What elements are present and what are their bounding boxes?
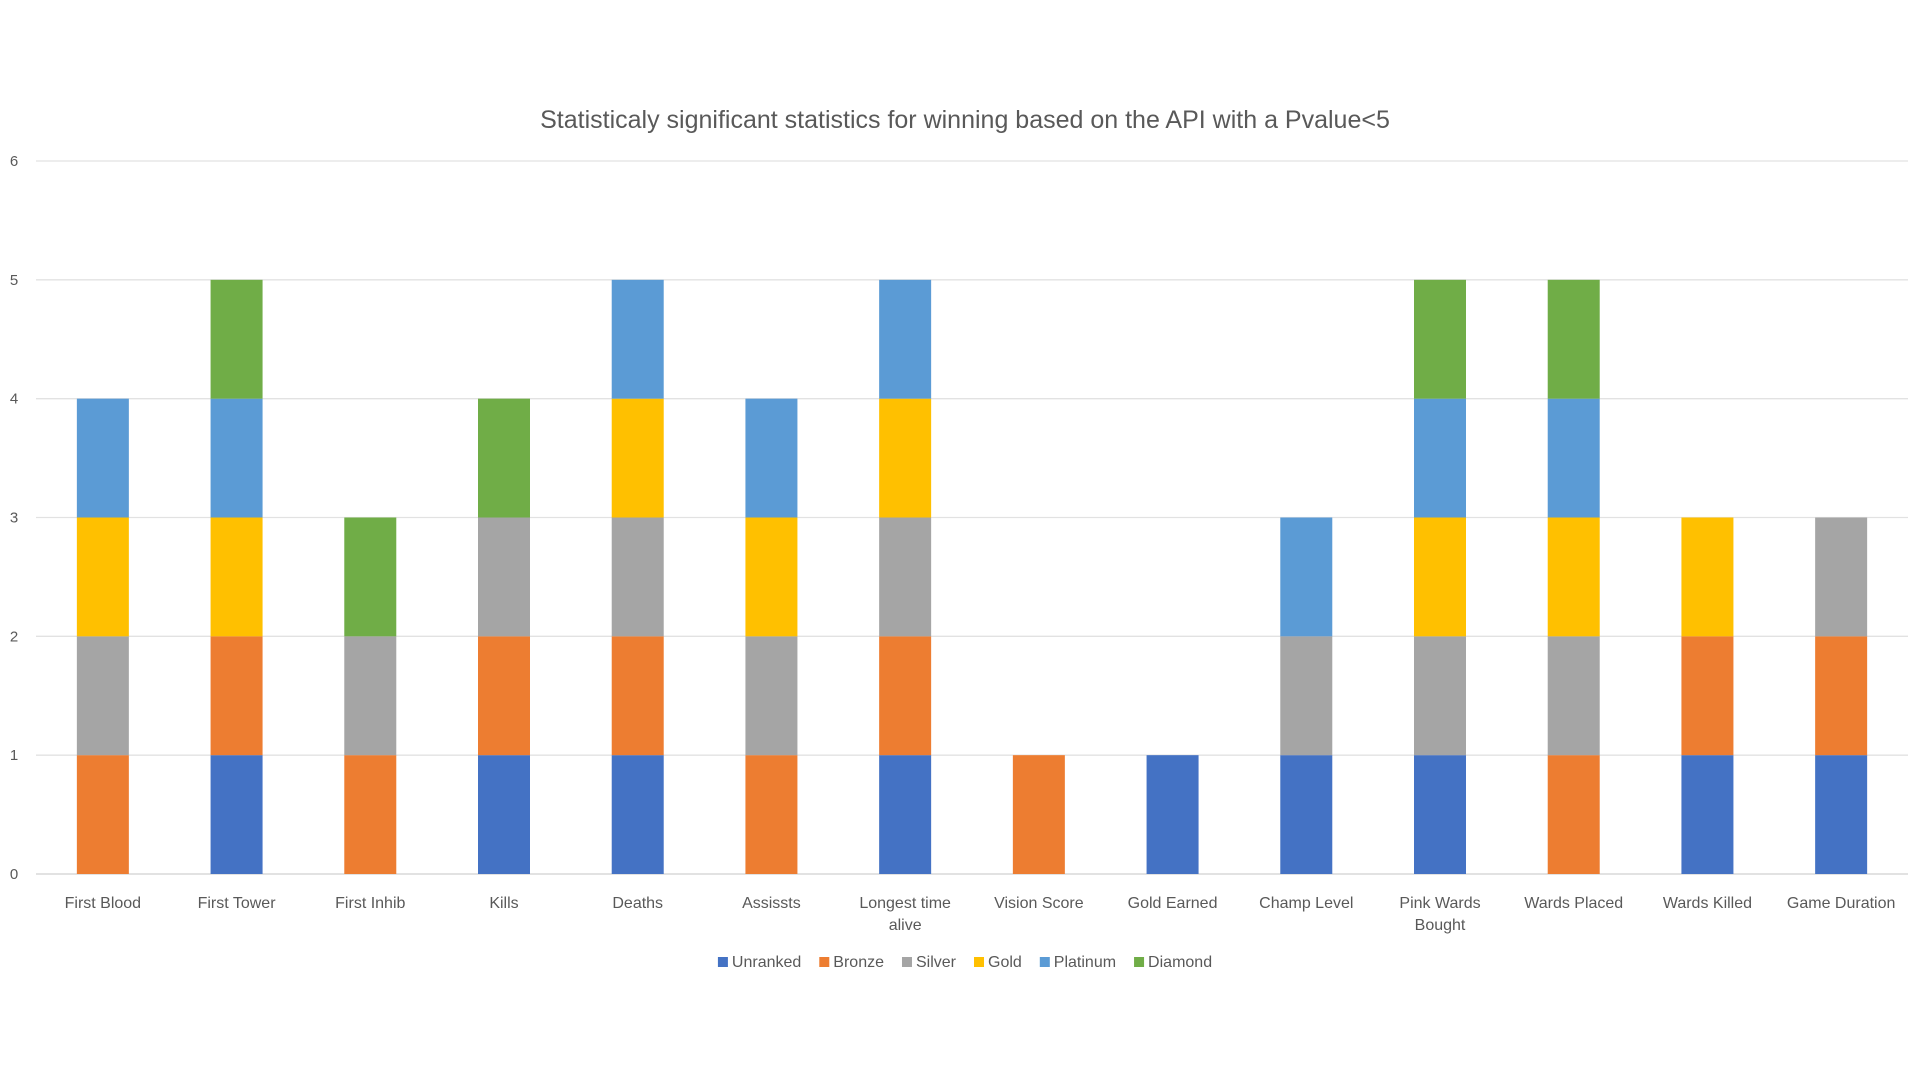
bar-pink-wards-bought-gold [1414,517,1466,637]
bar-deaths-bronze [611,636,664,756]
x-tick-label: Deaths [612,895,663,912]
bar-longest-time-alive-unranked [879,755,932,874]
bar-pink-wards-bought-silver [1414,636,1466,756]
y-tick-label: 1 [10,747,18,764]
bar-assissts-silver [745,636,798,756]
bar-first-tower-diamond [210,279,263,399]
bar-first-inhib-bronze [344,755,397,874]
y-tick-label: 0 [10,866,18,883]
legend-swatch [1039,957,1050,967]
y-tick-label: 4 [10,391,18,408]
x-tick-label: Vision Score [994,895,1084,912]
bar-first-tower-unranked [210,755,263,874]
bar-first-blood-bronze [76,755,129,874]
bar-deaths-platinum [611,279,664,399]
x-tick-label: Pink Wards Bought [1399,895,1480,934]
legend-swatch [1134,957,1145,967]
legend-item-unranked: Unranked [717,954,801,971]
legend-label: Unranked [732,954,801,971]
x-tick-label: Assissts [742,895,801,912]
bar-wards-killed-gold [1681,517,1734,637]
bar-deaths-gold [611,398,664,518]
bar-deaths-silver [611,517,664,637]
legend-label: Gold [988,954,1022,971]
bar-vision-score-bronze [1012,755,1065,874]
bar-game-duration-unranked [1815,755,1868,874]
legend-swatch [717,957,728,967]
bar-first-tower-gold [210,517,263,637]
y-tick-label: 5 [10,272,18,289]
bars [76,279,1868,874]
x-tick-label: Wards Killed [1663,895,1752,912]
bar-wards-killed-unranked [1681,755,1734,874]
bar-wards-killed-bronze [1681,636,1734,756]
bar-kills-bronze [478,636,530,756]
bar-game-duration-bronze [1815,636,1868,756]
bar-assissts-platinum [745,398,798,518]
x-tick-label: Champ Level [1259,895,1353,912]
bar-assissts-bronze [745,755,798,874]
legend-item-gold: Gold [974,954,1022,971]
legend: Unranked Bronze Silver Gold Platinum Diamond [717,954,1212,971]
x-tick-label: Longest time alive [859,895,951,934]
chart-title: Statisticaly significant statistics for … [540,106,1390,134]
bar-first-inhib-silver [344,636,397,756]
bar-kills-unranked [478,755,530,874]
y-tick-label: 6 [10,153,18,170]
bar-gold-earned-unranked [1146,755,1199,874]
bar-kills-silver [478,517,530,637]
bar-kills-diamond [478,398,530,518]
y-tick-label: 3 [10,510,18,527]
legend-label: Diamond [1148,954,1212,971]
bar-wards-placed-bronze [1547,755,1600,874]
x-axis-labels: First Blood First Tower First Inhib Kills De… [65,895,1896,934]
x-tick-label: First Inhib [335,895,405,912]
gridlines [36,160,1908,875]
bar-wards-placed-gold [1547,517,1600,637]
legend-item-platinum: Platinum [1039,954,1116,971]
x-tick-label: Gold Earned [1128,895,1218,912]
bar-champ-level-platinum [1280,517,1333,637]
bar-first-tower-platinum [210,398,263,518]
bar-pink-wards-bought-platinum [1414,398,1466,518]
bar-first-blood-silver [76,636,129,756]
bar-first-tower-bronze [210,636,263,756]
legend-item-silver: Silver [901,954,957,971]
bar-wards-placed-diamond [1547,279,1600,399]
legend-item-bronze: Bronze [819,954,884,971]
bar-longest-time-alive-platinum [879,279,932,399]
bar-longest-time-alive-bronze [879,636,932,756]
legend-label: Platinum [1054,954,1116,971]
legend-swatch [819,957,830,967]
x-tick-label: First Blood [65,895,141,912]
legend-swatch [974,957,985,967]
x-tick-label: Wards Placed [1524,895,1623,912]
x-tick-label: Kills [489,895,518,912]
bar-assissts-gold [745,517,798,637]
bar-champ-level-silver [1280,636,1333,756]
bar-champ-level-unranked [1280,755,1333,874]
legend-swatch [901,957,912,967]
legend-label: Silver [916,954,957,971]
bar-deaths-unranked [611,755,664,874]
legend-label: Bronze [833,954,884,971]
y-axis-ticks: 0 1 2 3 4 5 6 [10,153,18,883]
bar-wards-placed-platinum [1547,398,1600,518]
bar-first-inhib-diamond [344,517,397,637]
bar-longest-time-alive-silver [879,517,932,637]
bar-longest-time-alive-gold [879,398,932,518]
x-tick-label: Game Duration [1787,895,1896,912]
legend-item-diamond: Diamond [1134,954,1212,971]
bar-wards-placed-silver [1547,636,1600,756]
bar-first-blood-platinum [76,398,129,518]
bar-pink-wards-bought-diamond [1414,279,1466,399]
bar-first-blood-gold [76,517,129,637]
bar-pink-wards-bought-unranked [1414,755,1466,874]
x-tick-label: First Tower [198,895,277,912]
bar-game-duration-silver [1815,517,1868,637]
y-tick-label: 2 [10,628,18,645]
